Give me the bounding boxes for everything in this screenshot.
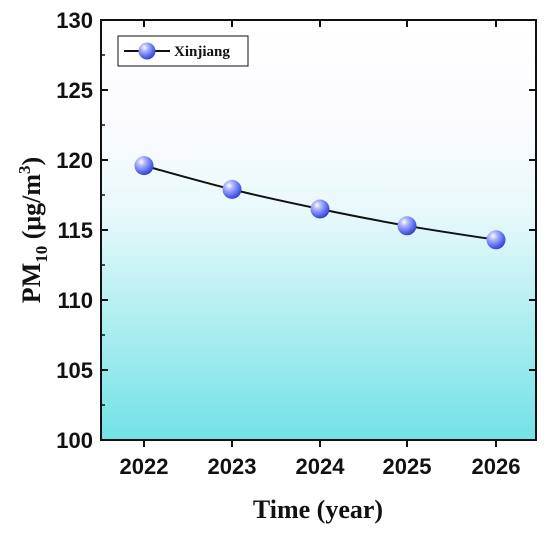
y-axis-title-main: PM xyxy=(17,263,46,303)
y-tick-label: 120 xyxy=(56,148,93,173)
data-point xyxy=(397,216,417,236)
data-point xyxy=(486,230,506,250)
legend: Xinjiang xyxy=(117,35,249,67)
legend-label: Xinjiang xyxy=(174,44,230,60)
y-tick-label: 110 xyxy=(58,288,94,313)
plot-area xyxy=(101,20,536,440)
y-tick-label: 130 xyxy=(56,8,93,33)
x-tick-label: 2022 xyxy=(120,454,169,479)
y-tick-label: 100 xyxy=(56,428,93,453)
legend-marker xyxy=(138,42,156,60)
x-tick-label: 2026 xyxy=(472,454,521,479)
y-tick-label: 105 xyxy=(56,358,93,383)
y-axis-title: PM10 (μg/m3) xyxy=(15,157,51,303)
y-tick-label: 125 xyxy=(56,78,93,103)
x-tick-label: 2025 xyxy=(383,454,432,479)
data-point xyxy=(222,179,242,199)
y-axis-title-sub: 10 xyxy=(32,246,51,263)
x-tick-label: 2024 xyxy=(296,454,346,479)
y-axis-title-close: ) xyxy=(17,157,46,166)
data-point xyxy=(310,199,330,219)
data-point xyxy=(134,156,154,176)
y-axis-title-sup: 3 xyxy=(15,165,34,174)
y-tick-label: 115 xyxy=(58,218,94,243)
x-tick-label: 2023 xyxy=(208,454,257,479)
y-axis-title-unit: (μg/m xyxy=(17,174,46,246)
x-axis-title: Time (year) xyxy=(253,495,383,524)
